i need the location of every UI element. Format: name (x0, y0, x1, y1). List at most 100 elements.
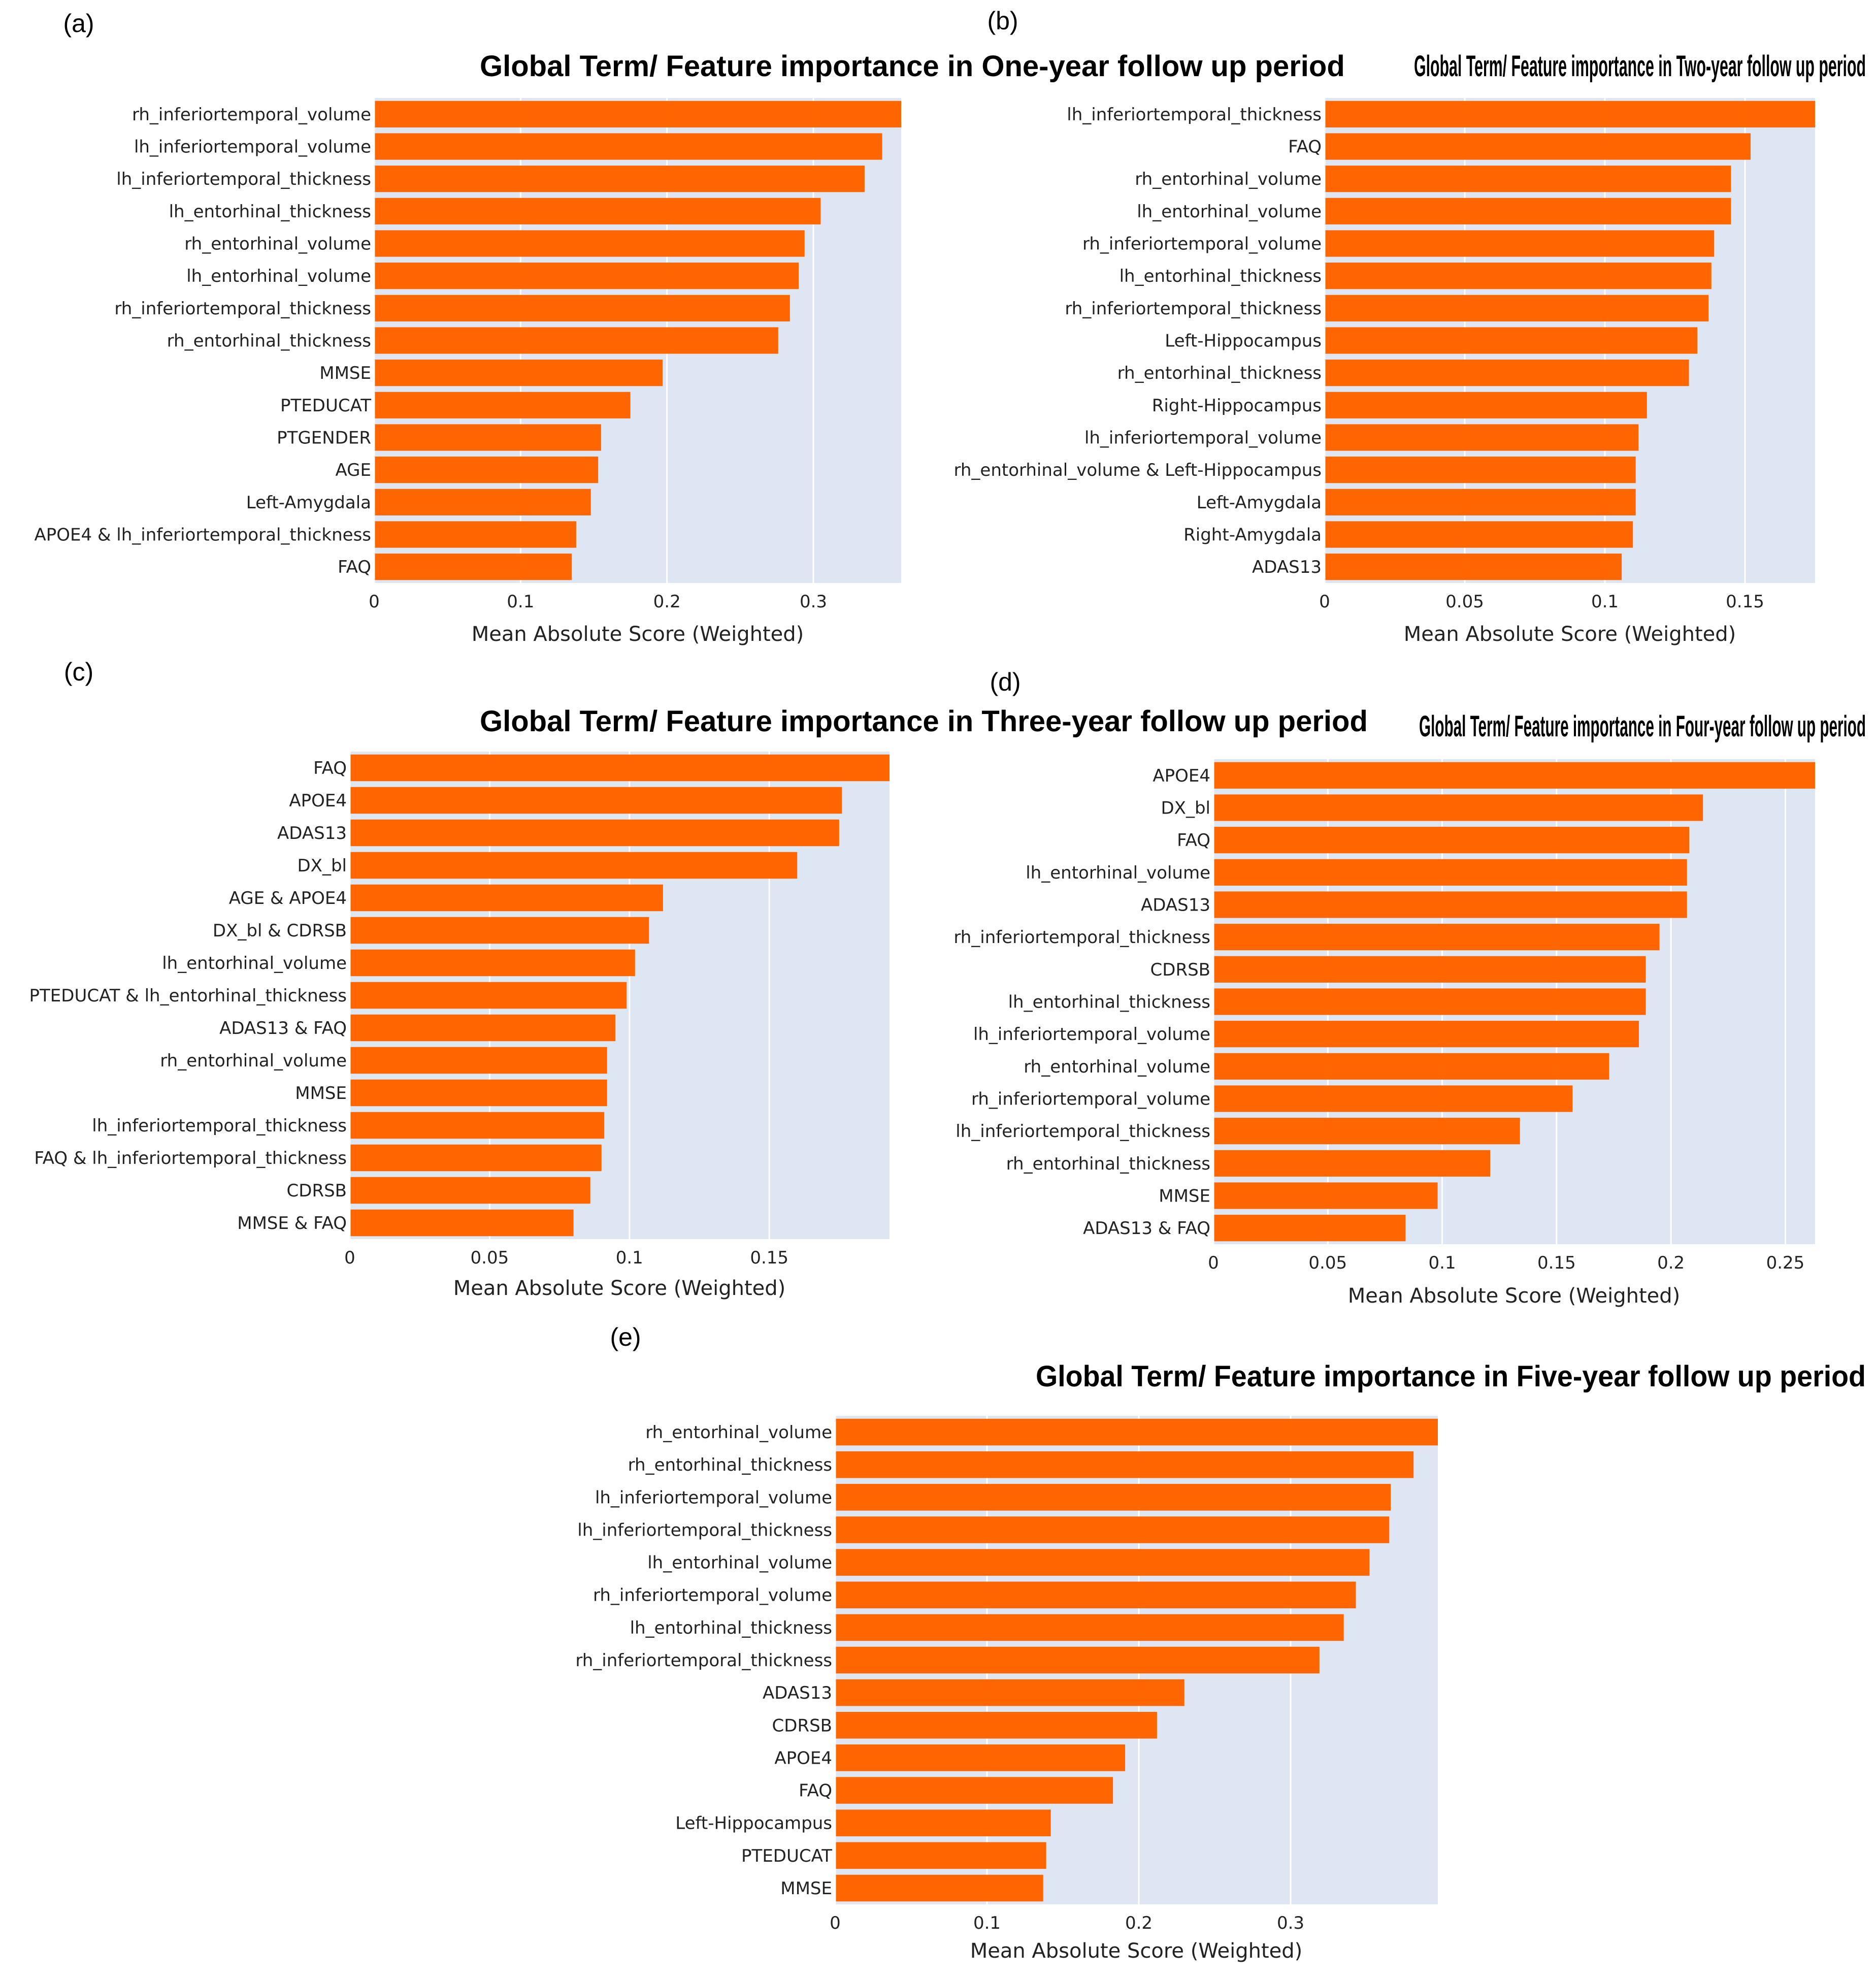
bar (1213, 1085, 1573, 1112)
category-label: lh_entorhinal_thickness (169, 202, 371, 222)
bar (1325, 360, 1689, 386)
panel-label: (b) (987, 7, 1018, 35)
category-label: DX_bl (1161, 798, 1210, 819)
bar (1213, 762, 1815, 789)
category-label: APOE4 (1153, 766, 1210, 786)
bar (350, 754, 890, 782)
bar (374, 424, 601, 451)
bar (835, 1809, 1051, 1836)
x-tick-label: 0 (1208, 1253, 1219, 1273)
chart-title: Global Term/ Feature importance in Five-… (1036, 1360, 1866, 1393)
x-tick-label: 0.1 (507, 592, 534, 612)
chart-title: Global Term/ Feature importance in Two-y… (1414, 50, 1866, 83)
category-label: APOE4 & lh_inferiortemporal_thickness (35, 525, 371, 545)
panel-label: (e) (610, 1323, 641, 1351)
bar (835, 1777, 1113, 1804)
x-tick-label: 0.1 (973, 1913, 1001, 1933)
bar (1325, 230, 1715, 257)
category-label: rh_inferiortemporal_volume (593, 1585, 832, 1606)
bar (374, 230, 805, 257)
category-label: MMSE (780, 1878, 832, 1899)
chart-title: Global Term/ Feature importance in Four-… (1419, 710, 1866, 743)
bar (1325, 327, 1698, 354)
bar (835, 1484, 1391, 1511)
chart-panel: (e) Global Term/ Feature importance in Fi… (575, 1323, 1866, 1963)
category-label: ADAS13 & FAQ (219, 1018, 347, 1039)
bar (1325, 263, 1712, 289)
category-label: ADAS13 (1141, 895, 1210, 916)
category-label: rh_entorhinal_volume (1135, 169, 1322, 189)
x-axis-title: Mean Absolute Score (Weighted) (1404, 623, 1736, 646)
category-label: ADAS13 (277, 823, 347, 844)
x-tick-label: 0 (1319, 592, 1330, 612)
chart-title: Global Term/ Feature importance in Three… (480, 705, 1368, 738)
category-label: ADAS13 & FAQ (1083, 1218, 1210, 1239)
bar (835, 1679, 1184, 1706)
category-label: Left-Hippocampus (675, 1813, 832, 1834)
category-label: lh_entorhinal_volume (1026, 863, 1210, 883)
x-tick-label: 0.1 (1429, 1253, 1456, 1273)
x-tick-label: 0.05 (1308, 1253, 1347, 1273)
bar (1213, 1021, 1639, 1048)
bar (350, 884, 663, 912)
bar (835, 1451, 1414, 1478)
x-tick-label: 0.05 (471, 1248, 509, 1268)
category-label: Right-Amygdala (1183, 525, 1322, 545)
category-label: lh_inferiortemporal_thickness (577, 1520, 832, 1540)
bar (835, 1711, 1157, 1739)
category-label: lh_inferiortemporal_volume (973, 1024, 1210, 1045)
bar (835, 1874, 1043, 1902)
x-tick-label: 0.2 (653, 592, 681, 612)
category-label: rh_inferiortemporal_volume (1082, 234, 1322, 254)
bar (374, 457, 599, 483)
bar (374, 327, 778, 354)
bar (374, 360, 663, 386)
bar (350, 1209, 574, 1237)
bar (374, 489, 591, 515)
bar (350, 787, 842, 814)
category-label: CDRSB (287, 1181, 347, 1201)
x-axis-title: Mean Absolute Score (Weighted) (453, 1277, 786, 1300)
category-label: Right-Hippocampus (1152, 396, 1322, 416)
x-tick-label: 0 (830, 1913, 841, 1933)
chart-panel: (c) Global Term/ Feature importance in Th… (29, 658, 1368, 1300)
category-label: MMSE & FAQ (237, 1213, 347, 1234)
category-label: lh_inferiortemporal_thickness (1067, 105, 1322, 125)
bar (835, 1581, 1356, 1609)
x-tick-label: 0.1 (616, 1248, 643, 1268)
bar (350, 982, 627, 1009)
bar (350, 1047, 607, 1074)
category-label: Left-Hippocampus (1165, 331, 1322, 351)
category-label: rh_inferiortemporal_thickness (953, 927, 1210, 948)
bar (1213, 794, 1703, 821)
category-label: PTEDUCAT (741, 1846, 832, 1866)
chart-panel: (b) Global Term/ Feature importance in Tw… (953, 7, 1866, 646)
bar (1325, 521, 1633, 548)
category-label: PTGENDER (277, 428, 371, 448)
category-label: lh_inferiortemporal_thickness (116, 169, 371, 189)
panel-label: (d) (990, 668, 1021, 696)
category-label: rh_entorhinal_thickness (1006, 1154, 1210, 1174)
bar (350, 1014, 616, 1042)
category-label: MMSE (1159, 1186, 1210, 1207)
bar (835, 1646, 1320, 1674)
category-label: FAQ (1177, 830, 1210, 851)
category-label: PTEDUCAT (280, 396, 371, 416)
category-label: lh_entorhinal_volume (186, 266, 371, 286)
x-tick-label: 0.2 (1657, 1253, 1685, 1273)
x-axis-title: Mean Absolute Score (Weighted) (1348, 1284, 1681, 1308)
bar (350, 852, 798, 879)
category-label: FAQ (313, 758, 347, 779)
category-label: lh_inferiortemporal_thickness (956, 1121, 1210, 1142)
category-label: lh_entorhinal_volume (647, 1553, 832, 1573)
category-label: AGE (336, 460, 372, 480)
bar (1213, 1215, 1406, 1242)
x-tick-label: 0.1 (1591, 592, 1619, 612)
x-tick-label: 0.25 (1766, 1253, 1805, 1273)
category-label: Left-Amygdala (246, 493, 371, 513)
x-tick-label: 0 (344, 1248, 355, 1268)
x-axis-title: Mean Absolute Score (Weighted) (472, 623, 804, 646)
bar (1213, 1150, 1491, 1177)
bar (350, 1079, 607, 1107)
